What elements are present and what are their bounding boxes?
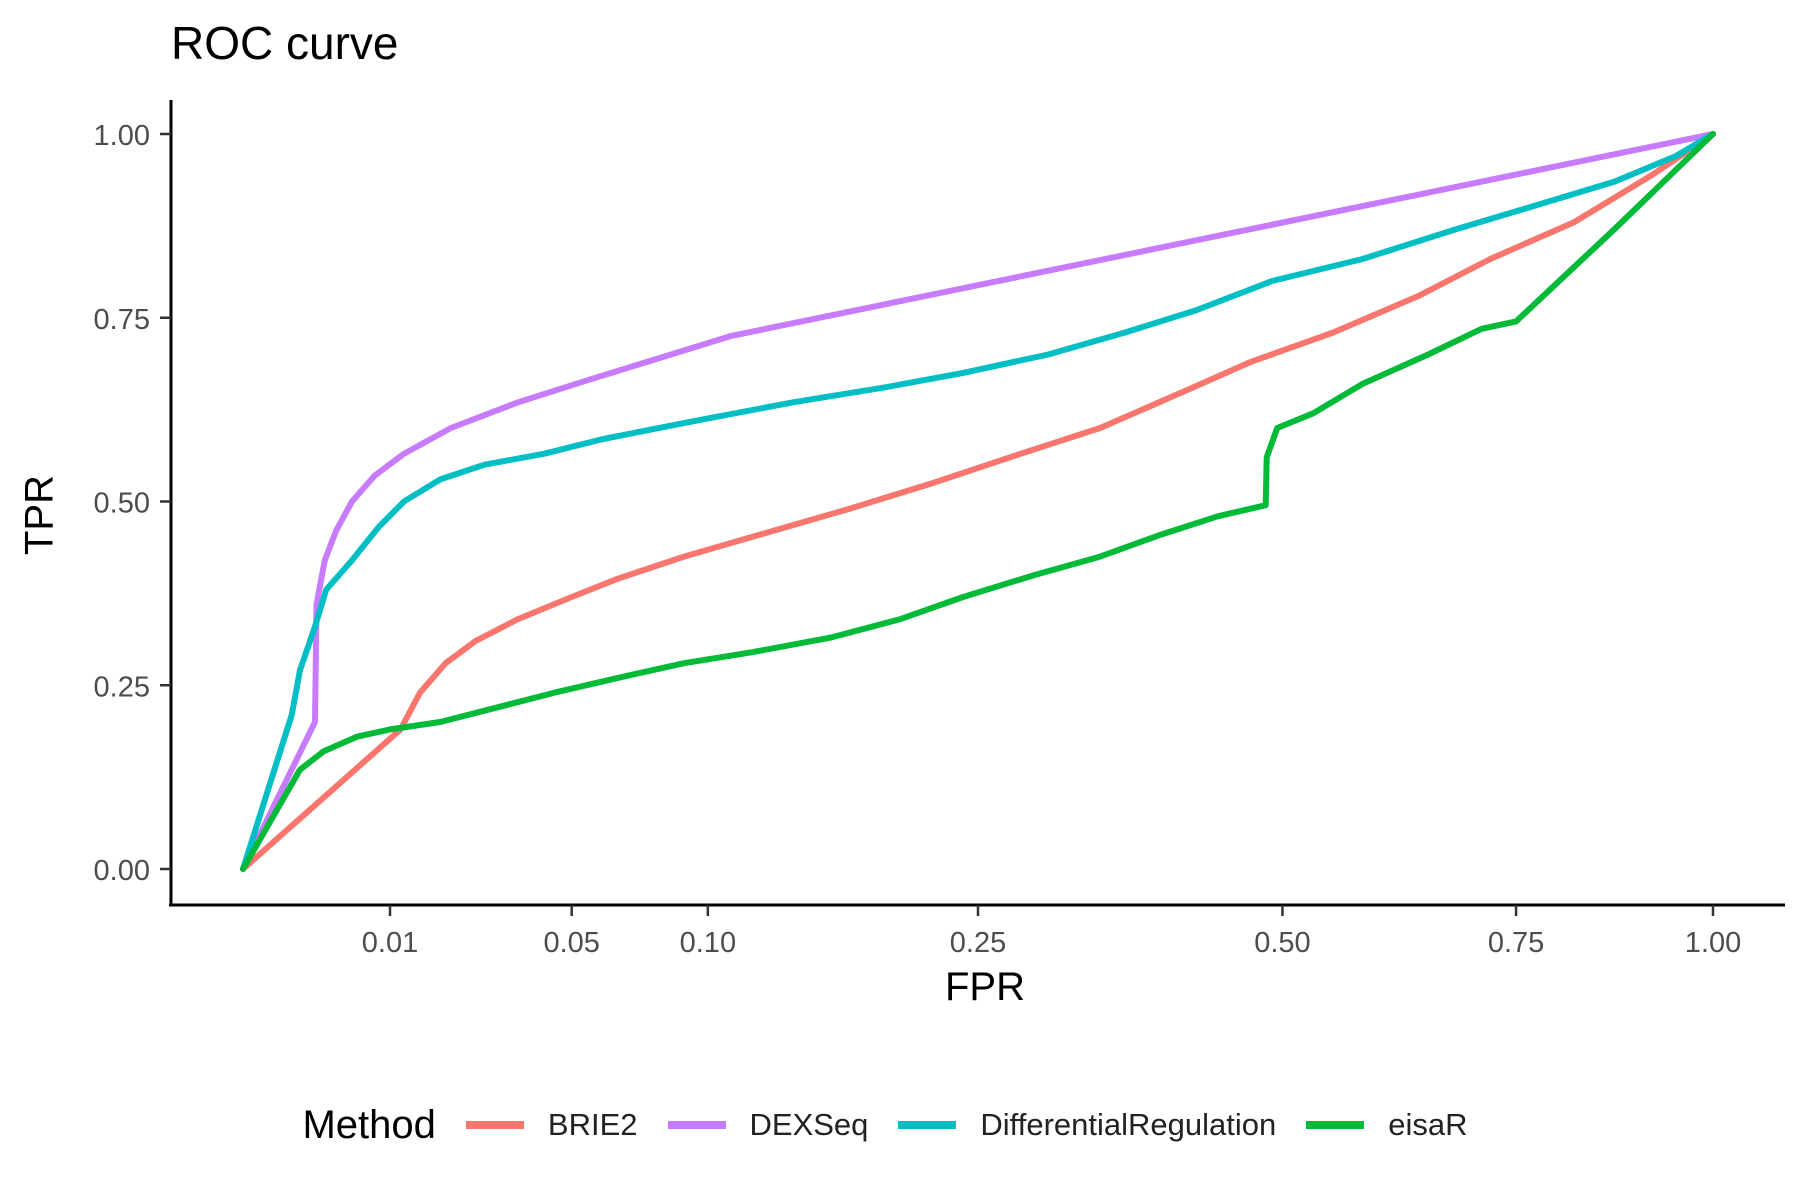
legend-label: DifferentialRegulation xyxy=(980,1107,1277,1142)
legend-item-differentialregulation: DifferentialRegulation xyxy=(898,1107,1276,1143)
legend-key-swatch xyxy=(667,1121,726,1129)
axes xyxy=(169,100,1785,907)
x-tick-label: 0.25 xyxy=(950,927,1006,959)
legend-key-swatch xyxy=(1306,1121,1365,1129)
series-line-differentialregulation xyxy=(240,131,1716,872)
x-tick-label: 0.50 xyxy=(1254,927,1310,959)
x-tick-label: 0.01 xyxy=(362,927,418,959)
legend-item-brie2: BRIE2 xyxy=(465,1107,638,1143)
x-tick-label: 0.10 xyxy=(680,927,736,959)
legend: Method BRIE2 DEXSeq DifferentialRegulation… xyxy=(0,1095,1800,1155)
legend-key-swatch xyxy=(898,1121,957,1129)
series-line-brie2 xyxy=(240,131,1716,872)
legend-key-swatch xyxy=(465,1121,524,1129)
y-tick-label: 0.25 xyxy=(94,671,150,703)
y-tick-label: 1.00 xyxy=(94,120,150,152)
x-tick-label: 1.00 xyxy=(1685,927,1741,959)
x-tick-label: 0.05 xyxy=(543,927,599,959)
series-line-eisar xyxy=(240,131,1716,872)
chart-title: ROC curve xyxy=(171,17,399,69)
x-tick-label: 0.75 xyxy=(1488,927,1544,959)
legend-title: Method xyxy=(302,1102,436,1147)
legend-items: BRIE2 DEXSeq DifferentialRegulation eisaR xyxy=(465,1107,1498,1143)
x-axis-title: FPR xyxy=(945,965,1025,1009)
legend-item-eisar: eisaR xyxy=(1306,1107,1468,1143)
legend-label: eisaR xyxy=(1388,1107,1468,1142)
y-axis-title: TPR xyxy=(17,475,62,555)
legend-label: DEXSeq xyxy=(749,1107,869,1142)
ticks: 0.00 0.25 0.50 0.75 1.00 0.01 0.05 0.10 0.25 0.50… xyxy=(94,120,1742,959)
series-line-dexseq xyxy=(240,131,1716,872)
legend-label: BRIE2 xyxy=(547,1107,638,1142)
y-tick-label: 0.50 xyxy=(94,488,150,520)
legend-item-dexseq: DEXSeq xyxy=(667,1107,869,1143)
y-tick-label: 0.75 xyxy=(94,304,150,336)
y-tick-label: 0.00 xyxy=(94,855,150,887)
series-lines xyxy=(240,131,1716,872)
